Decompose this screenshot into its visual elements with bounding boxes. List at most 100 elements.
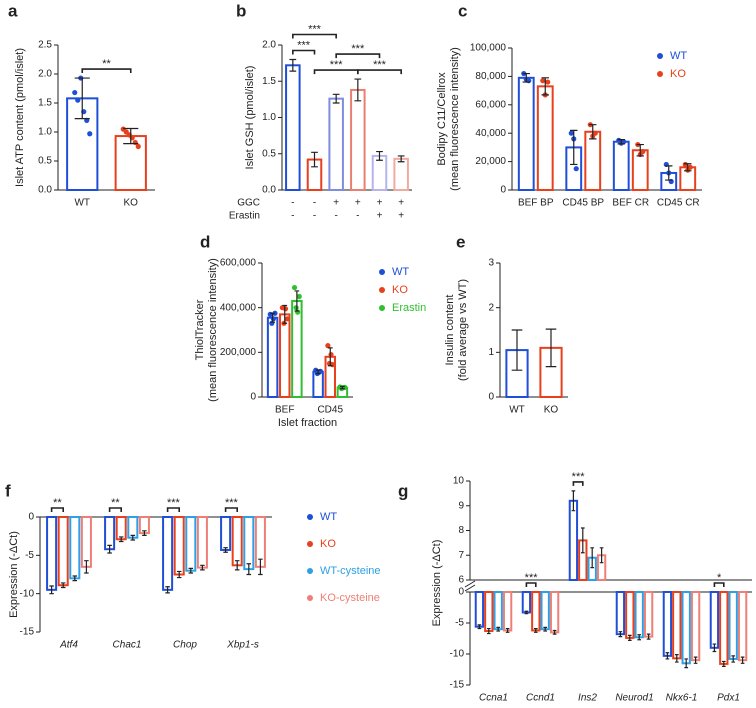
x-tick-label: Neurod1 [615,693,653,704]
axis-break [464,580,476,588]
bar [46,516,58,591]
error-bar [188,567,194,574]
error-bar [665,652,670,660]
bar [173,516,185,576]
error-bar [684,163,692,172]
legend-marker [657,71,663,77]
error-bar [533,627,538,633]
data-point [328,351,334,358]
error-bar [505,627,510,633]
panel: g 10 9 8 7 60 -5 -10 -15 Expression (-ΔCt) Ccna1 Cc… [398,471,752,704]
significance-label: *** [572,471,586,483]
bar [531,591,541,632]
legend-label: KO [320,538,336,550]
bar [690,591,701,662]
y-tick-label: 1.0 [262,112,276,123]
error-bar [731,655,736,663]
y-tick-label: -5 [455,618,464,629]
y-tick-label: 0 [250,392,256,403]
y-tick-label: 0.5 [262,148,276,159]
bar [502,591,513,632]
panel-label: d [200,232,210,251]
data-point [540,78,546,84]
y-tick-label: 10 [453,476,465,487]
y-tick-label: 6 [458,575,464,586]
panel-label: a [8,1,18,20]
x-tick-label: Ins2 [578,693,597,704]
data-point [325,343,331,349]
y-tick-label: 7 [458,550,464,561]
data-point [682,161,688,168]
legend-label: WT [320,511,337,523]
error-bar [590,547,595,569]
x-tick-label: BEF CR [612,198,649,209]
panel: d 0 200,000 400,000 600,000 ThiolTracker (mean… [194,232,426,428]
y-tick-label: 600,000 [220,258,257,269]
significance-bracket [166,507,180,512]
error-bar [72,575,78,582]
bar [625,591,635,639]
error-bar [130,534,136,541]
error-bar [599,547,604,564]
x-tick-label: CD45 BP [562,198,604,209]
error-bar [142,530,147,536]
y-tick-label: -5 [25,550,34,561]
bar [350,88,366,191]
condition-mark: + [355,198,361,209]
y-tick-label: 2.5 [38,40,52,51]
error-bar [665,165,673,181]
error-bar [376,150,383,161]
error-bar [246,563,252,576]
legend-label: WT [670,50,687,62]
error-bar [570,129,578,166]
x-tick-label: Chac1 [113,640,142,651]
y-axis-label: Islet ATP content (pmol/islet) [14,48,26,187]
error-bar [397,155,405,163]
significance-label: *** [351,43,365,55]
bar [285,64,301,191]
bar [243,516,255,571]
panel-label: b [236,1,246,20]
significance-label: ** [102,58,111,70]
condition-mark: + [377,198,383,209]
error-bar [340,385,345,390]
panel: c 0 20,000 40,000 60,000 80,000 100,000 Bodipy … [436,1,702,209]
significance-label: *** [308,23,322,35]
bar [162,516,174,591]
bar [643,591,654,638]
error-bar [543,626,548,632]
error-bar [674,654,679,663]
y-tick-label: 1.5 [38,98,52,109]
error-bar [74,77,90,120]
bar [517,76,535,191]
legend-marker [307,568,313,574]
y-tick-label: 0 [488,392,494,403]
y-tick-label: 1 [488,347,494,358]
bar [709,591,720,649]
bar [612,140,630,191]
legend-label: KO [392,284,408,296]
x-tick-label: KO [124,198,139,209]
y-tick-label: 80,000 [475,71,506,82]
condition-mark: - [313,198,316,209]
y-axis-label: ThiolTracker [194,299,206,360]
y-tick-label: 2.0 [262,40,276,51]
x-tick-label: BEF [275,405,294,416]
condition-mark: - [313,211,316,222]
legend-marker [379,269,385,275]
panel-label: e [456,232,465,251]
y-tick-label: 100,000 [470,43,507,54]
error-bar [541,77,549,96]
y-tick-label: 40,000 [475,128,506,139]
x-tick-label: KO [544,405,559,416]
x-tick-label: WT [74,198,90,209]
significance-label: *** [525,572,539,584]
error-bar [107,544,112,554]
y-axis-label: (fold average vs WT) [457,279,469,381]
x-tick-label: Atf4 [59,640,78,651]
error-bar [258,558,263,576]
bar [127,516,139,539]
condition-name: Erastin [229,211,260,222]
error-bar [123,127,139,145]
